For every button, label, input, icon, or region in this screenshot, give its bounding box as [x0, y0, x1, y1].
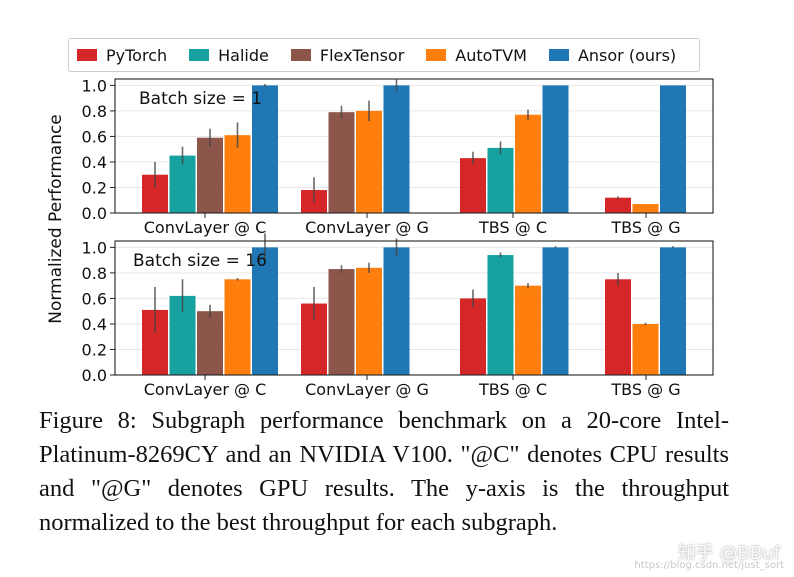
- bar: [197, 311, 223, 375]
- bar: [660, 247, 686, 375]
- bar: [515, 285, 541, 375]
- legend-item: Ansor (ours): [548, 45, 677, 65]
- legend-swatch: [548, 49, 569, 61]
- bar: [605, 197, 631, 213]
- legend-label: Ansor (ours): [577, 45, 677, 65]
- bar: [632, 323, 659, 375]
- panel-title: Batch size = 16: [133, 251, 267, 271]
- legend-item: FlexTensor: [290, 45, 405, 65]
- legend-item: Halide: [189, 46, 269, 65]
- y-tick-label: 0.8: [82, 264, 107, 283]
- y-tick-label: 0.2: [82, 178, 107, 197]
- bar: [224, 279, 251, 375]
- bar: [460, 158, 486, 213]
- bar: [328, 269, 355, 375]
- bar: [632, 204, 659, 213]
- bar: [356, 110, 382, 213]
- legend-item: AutoTVM: [426, 46, 527, 65]
- axes-frame: [114, 78, 714, 214]
- zhihu-watermark: 知乎 @BBuf: [677, 543, 780, 564]
- legend-swatch: [426, 49, 447, 61]
- y-tick-label: 1.0: [82, 76, 107, 95]
- bar: [383, 247, 410, 375]
- y-tick-label: 0.2: [82, 340, 107, 359]
- bar: [660, 85, 686, 213]
- bar: [169, 155, 196, 213]
- y-tick-label: 0.0: [82, 366, 107, 385]
- bar: [224, 135, 251, 213]
- y-axis-label: Normalized Performance: [46, 114, 66, 324]
- x-tick-label: TBS @ C: [478, 380, 547, 399]
- x-tick-label: TBS @ C: [478, 218, 547, 237]
- chart-legend: PyTorch Halide FlexTensor AutoTVM Ansor (our…: [68, 38, 700, 72]
- legend-label: PyTorch: [106, 45, 168, 65]
- legend-item: PyTorch: [77, 46, 167, 65]
- bar: [356, 267, 382, 375]
- bar: [542, 247, 569, 375]
- bar: [487, 255, 514, 375]
- y-tick-label: 1.0: [82, 238, 107, 257]
- y-tick-label: 0.4: [82, 315, 107, 334]
- bar: [328, 112, 355, 213]
- figure-caption: Figure 8: Subgraph performance benchmark…: [39, 407, 729, 536]
- bar: [383, 85, 410, 213]
- panel-title: Batch size = 1: [139, 89, 262, 109]
- y-tick-label: 0.6: [82, 127, 107, 146]
- legend-swatch: [77, 49, 97, 61]
- legend-swatch: [290, 49, 311, 61]
- axes-frame: [114, 240, 714, 376]
- x-tick-label: ConvLayer @ C: [144, 380, 267, 399]
- x-tick-label: TBS @ G: [610, 218, 680, 237]
- legend-label: AutoTVM: [455, 45, 527, 65]
- y-tick-label: 0.8: [82, 102, 107, 121]
- y-tick-label: 0.0: [82, 204, 107, 223]
- y-tick-label: 0.4: [82, 153, 107, 172]
- legend-label: Halide: [218, 45, 269, 65]
- bar: [515, 114, 541, 213]
- x-tick-label: ConvLayer @ C: [144, 218, 267, 237]
- x-tick-label: TBS @ G: [610, 380, 680, 399]
- bar: [197, 137, 223, 213]
- bar: [605, 279, 631, 375]
- bar: [460, 298, 486, 375]
- bar: [487, 147, 514, 213]
- bar: [542, 85, 569, 213]
- y-tick-label: 0.6: [82, 289, 107, 308]
- bar: [252, 247, 278, 375]
- x-tick-label: ConvLayer @ G: [305, 380, 429, 399]
- chart-plot-area: 0.0 0.2 0.4 0.6 0.8 1.0 ConvLayer @ C ConvLayer…: [46, 76, 714, 399]
- legend-swatch: [189, 49, 210, 61]
- x-tick-label: ConvLayer @ G: [305, 218, 429, 237]
- url-watermark: https://blog.csdn.net/just_sort: [634, 560, 784, 571]
- legend-label: FlexTensor: [319, 45, 405, 65]
- bar: [252, 85, 278, 213]
